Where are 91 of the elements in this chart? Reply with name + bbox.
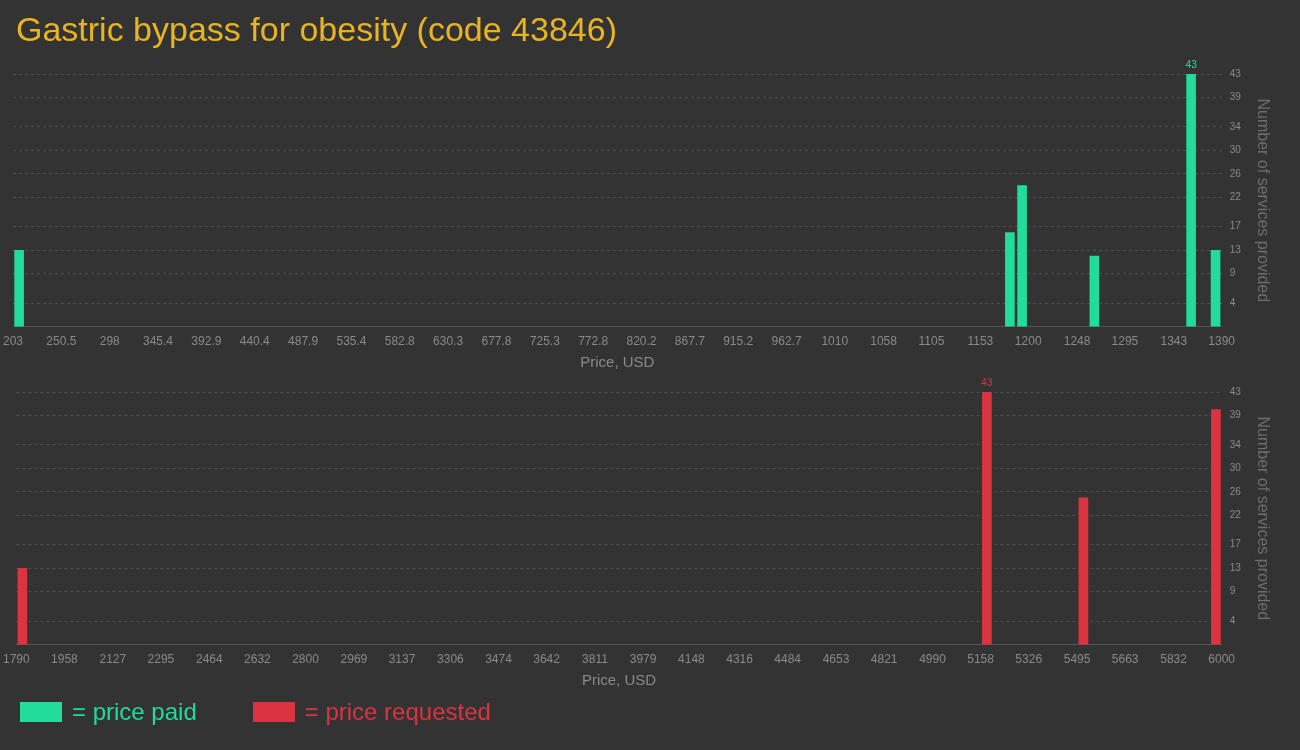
y-tick-label: 9 [1229,585,1236,597]
y-tick-label: 22 [1229,191,1242,203]
bar [1078,497,1089,645]
x-tick-label: 3642 [533,652,561,667]
y-tick-label: 17 [1229,538,1242,550]
y-tick-label: 13 [1229,561,1242,573]
x-tick-label: 487.9 [288,334,319,349]
y-tick-label: 43 [1229,385,1242,397]
x-tick-label: 630.3 [433,334,464,349]
x-tick-label: 5663 [1111,652,1139,667]
bar [1005,232,1015,327]
x-tick-label: 820.2 [626,334,657,349]
x-axis-title: Price, USD [581,671,657,689]
x-tick-label: 2800 [292,652,320,667]
x-tick-label: 1153 [967,334,994,349]
y-tick-label: 34 [1229,120,1242,132]
x-tick-label: 772.8 [578,334,609,349]
x-tick-label: 4484 [774,652,802,667]
y-axis-title: Number of services provided [1254,98,1272,303]
x-tick-label: 3811 [582,652,609,667]
y-tick-label: 26 [1229,485,1242,497]
y-tick-label: 17 [1229,220,1242,232]
x-tick-label: 5495 [1063,652,1091,667]
y-tick-label: 43 [1229,67,1242,79]
x-tick-label: 6000 [1208,652,1236,667]
x-tick-label: 2969 [340,652,368,667]
y-tick-label: 22 [1229,509,1242,521]
x-axis-title: Price, USD [580,353,655,371]
x-tick-label: 5832 [1160,652,1188,667]
x-tick-label: 3474 [485,652,513,667]
data-label: 43 [981,376,993,388]
x-tick-label: 1390 [1208,334,1236,349]
x-tick-label: 582.8 [384,334,416,349]
x-tick-label: 535.4 [336,334,367,349]
y-tick-label: 9 [1229,267,1236,279]
y-tick-label: 4 [1229,296,1236,308]
y-tick-label: 26 [1229,167,1242,179]
x-tick-label: 725.3 [529,334,561,349]
x-tick-label: 867.7 [674,334,706,349]
x-tick-label: 4148 [678,652,706,667]
x-tick-label: 2464 [195,652,223,667]
x-tick-label: 1295 [1111,334,1139,349]
legend-label: = price requested [304,698,491,726]
x-tick-label: 5158 [967,652,995,667]
x-tick-label: 3979 [629,652,657,667]
x-tick-label: 4653 [822,652,850,667]
x-tick-label: 4316 [726,652,754,667]
y-axis-title: Number of services provided [1254,416,1272,621]
x-tick-label: 4821 [870,652,898,667]
x-tick-label: 2632 [244,652,272,667]
y-tick-label: 30 [1229,144,1242,156]
bar [17,567,28,645]
x-tick-label: 1958 [51,652,79,667]
x-tick-label: 1200 [1014,334,1042,349]
x-tick-label: 345.4 [142,334,174,349]
x-tick-label: 1343 [1160,334,1188,349]
x-tick-label: 2295 [147,652,175,667]
bar [14,249,24,327]
bar [1017,185,1027,327]
bar [1211,409,1221,645]
x-tick-label: 1010 [821,334,849,349]
bar [1186,74,1196,327]
bar [1210,249,1221,327]
data-label: 43 [1185,58,1198,70]
bar [1089,255,1100,327]
x-tick-label: 298 [99,334,121,349]
x-tick-label: 2127 [99,652,127,667]
x-tick-label: 1790 [3,652,31,667]
x-tick-label: 3306 [437,652,465,667]
x-tick-label: 250.5 [46,334,77,349]
x-tick-label: 392.9 [191,334,222,349]
chart-title: Gastric bypass for obesity (code 43846) [15,9,618,50]
x-tick-label: 1248 [1063,334,1091,349]
x-tick-label: 1105 [918,334,945,349]
y-tick-label: 4 [1229,614,1236,626]
x-tick-label: 5326 [1015,652,1043,667]
y-tick-label: 30 [1229,462,1242,474]
x-tick-label: 440.4 [239,334,271,349]
y-tick-label: 39 [1229,91,1242,103]
y-tick-label: 39 [1229,409,1242,421]
legend-label: = price paid [72,698,197,726]
x-tick-label: 3137 [388,652,416,667]
x-tick-label: 915.2 [723,334,754,349]
y-tick-label: 34 [1229,438,1242,450]
x-tick-label: 203 [3,334,24,349]
x-tick-label: 677.8 [481,334,512,349]
x-tick-label: 4990 [919,652,947,667]
y-tick-label: 13 [1229,243,1242,255]
x-tick-label: 1058 [870,334,898,349]
x-tick-label: 962.7 [771,334,802,349]
bar [982,392,992,645]
